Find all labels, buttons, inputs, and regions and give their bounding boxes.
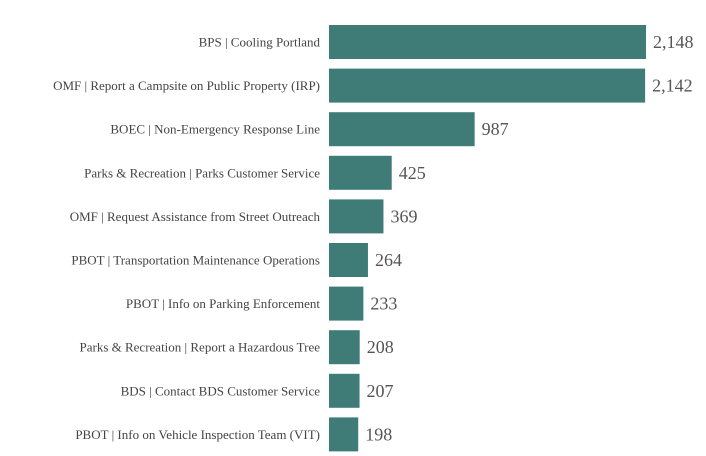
bar <box>329 417 359 452</box>
bar <box>329 199 384 234</box>
bar <box>329 330 360 365</box>
value-label: 208 <box>367 337 394 357</box>
category-label: PBOT | Info on Parking Enforcement <box>126 296 320 311</box>
category-label: PBOT | Info on Vehicle Inspection Team (… <box>75 427 320 442</box>
value-label: 425 <box>399 163 426 183</box>
value-label: 2,142 <box>652 76 693 96</box>
category-label: BOEC | Non-Emergency Response Line <box>110 122 320 137</box>
bar <box>329 155 392 190</box>
bar <box>329 243 368 277</box>
value-label: 264 <box>375 250 402 270</box>
category-label: OMF | Request Assistance from Street Out… <box>70 209 321 224</box>
value-label: 198 <box>365 424 392 444</box>
bar <box>329 373 360 408</box>
value-label: 2,148 <box>653 32 694 52</box>
value-label: 233 <box>370 294 397 314</box>
value-label: 987 <box>482 119 509 139</box>
bar <box>329 68 646 103</box>
category-label: OMF | Report a Campsite on Public Proper… <box>53 78 320 93</box>
category-label: BPS | Cooling Portland <box>199 35 321 50</box>
bar <box>329 286 364 321</box>
category-label: BDS | Contact BDS Customer Service <box>121 383 321 398</box>
category-label: Parks & Recreation | Parks Customer Serv… <box>84 165 320 180</box>
value-label: 369 <box>390 206 417 226</box>
bar <box>329 25 646 59</box>
bar <box>329 112 475 147</box>
category-label: PBOT | Transportation Maintenance Operat… <box>71 253 320 268</box>
value-label: 207 <box>367 381 394 401</box>
category-label: Parks & Recreation | Report a Hazardous … <box>79 340 320 355</box>
